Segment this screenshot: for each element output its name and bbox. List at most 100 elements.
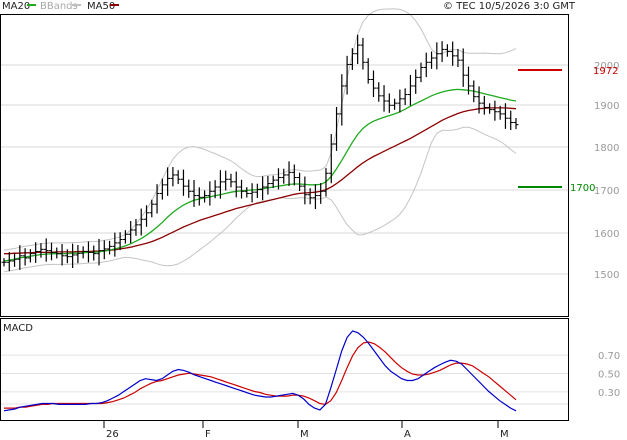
price-bar [260,176,266,201]
price-tick-label: 1500 [594,270,619,281]
price-bar [318,183,324,204]
price-bar [133,218,139,236]
price-bar [381,85,387,112]
price-bar [376,82,382,102]
price-bar [202,190,208,203]
price-bar [349,48,355,70]
price-bar [265,175,271,195]
price-bar [360,37,366,70]
price-bar [386,93,392,113]
macd-panel-frame [0,318,569,421]
price-bar [513,118,519,130]
price-bar [487,103,493,114]
copyright-label: © TEC 10/5/2026 3:0 GMT [443,1,576,12]
price-y-axis: 2000 1900 1800 1700 1600 1500 [594,61,619,281]
price-bar [450,41,456,66]
price-bar [80,246,86,259]
price-bar [323,168,329,197]
ma50-line [4,107,517,255]
price-bar [38,243,44,258]
price-bar [275,168,281,190]
price-grid [1,64,568,275]
price-bar [22,248,28,266]
macd-grid [1,354,568,405]
legend-bbands-label: BBands [40,1,78,12]
level-label: 1700 [570,183,595,194]
x-axis: 26 F M A M [103,421,509,440]
price-bar [502,103,508,129]
price-bar [254,183,260,199]
price-bar [370,70,376,98]
price-bar [286,161,292,186]
price-bar [434,42,440,70]
price-bar [471,80,477,103]
x-tick-label: F [205,429,211,440]
price-bar [91,245,97,261]
price-bar [138,208,144,236]
macd-tick-label: 0.50 [598,370,620,381]
macd-tick-label: 0.30 [598,388,620,399]
legend-ma20-label: MA20 [2,1,30,12]
price-bar [297,172,303,191]
price-tick-label: 1700 [594,186,619,197]
price-bar [312,184,318,210]
price-bar [6,252,12,272]
level-label: 1972 [593,66,618,77]
price-bar [334,107,340,151]
price-bar [43,238,49,262]
price-bar [307,188,313,205]
price-bar [392,98,398,110]
legend: MA20 BBands MA50 [2,1,119,12]
price-bar [165,167,171,196]
price-bar [159,178,165,200]
price-bar [270,175,276,189]
price-bar [144,205,150,227]
price-levels: 1972 1700 [518,66,618,194]
price-bar [508,110,514,131]
price-bar [175,170,181,185]
price-bar [27,249,33,263]
price-bar [476,86,482,114]
macd-tick-label: 0.70 [598,351,620,362]
price-bar [423,52,429,78]
price-bar [402,88,408,106]
price-bar [439,41,445,62]
price-bar [217,170,223,199]
price-bar [460,48,466,87]
price-bar [365,58,371,84]
price-bar [223,170,229,191]
macd-lines [3,330,517,412]
price-bar [444,44,450,57]
legend-ma50-label: MA50 [87,1,115,12]
price-bar [12,253,18,267]
bband-upper-line [3,8,517,251]
price-bar [107,240,113,255]
price-bar [249,183,255,203]
price-bar [117,232,123,251]
price-bar [85,241,91,263]
price-bar [339,74,345,126]
price-bar [302,176,308,205]
price-bar [122,230,128,244]
price-bar [481,95,487,115]
price-bar [180,169,186,196]
price-bar [239,179,245,199]
price-bar [492,100,498,121]
price-bar [101,240,107,260]
price-bar [96,238,102,266]
x-tick-label: M [300,429,309,440]
price-bar [429,51,435,69]
price-bar [59,244,65,266]
price-bar [455,48,461,68]
price-tick-label: 1900 [594,101,619,112]
price-bar [112,232,118,257]
price-panel-frame [0,14,569,317]
price-bar [64,249,70,264]
price-bar [465,66,471,95]
price-bar [497,105,503,120]
price-tick-label: 1600 [594,229,619,240]
price-bar [281,168,287,184]
price-bar [170,167,176,187]
